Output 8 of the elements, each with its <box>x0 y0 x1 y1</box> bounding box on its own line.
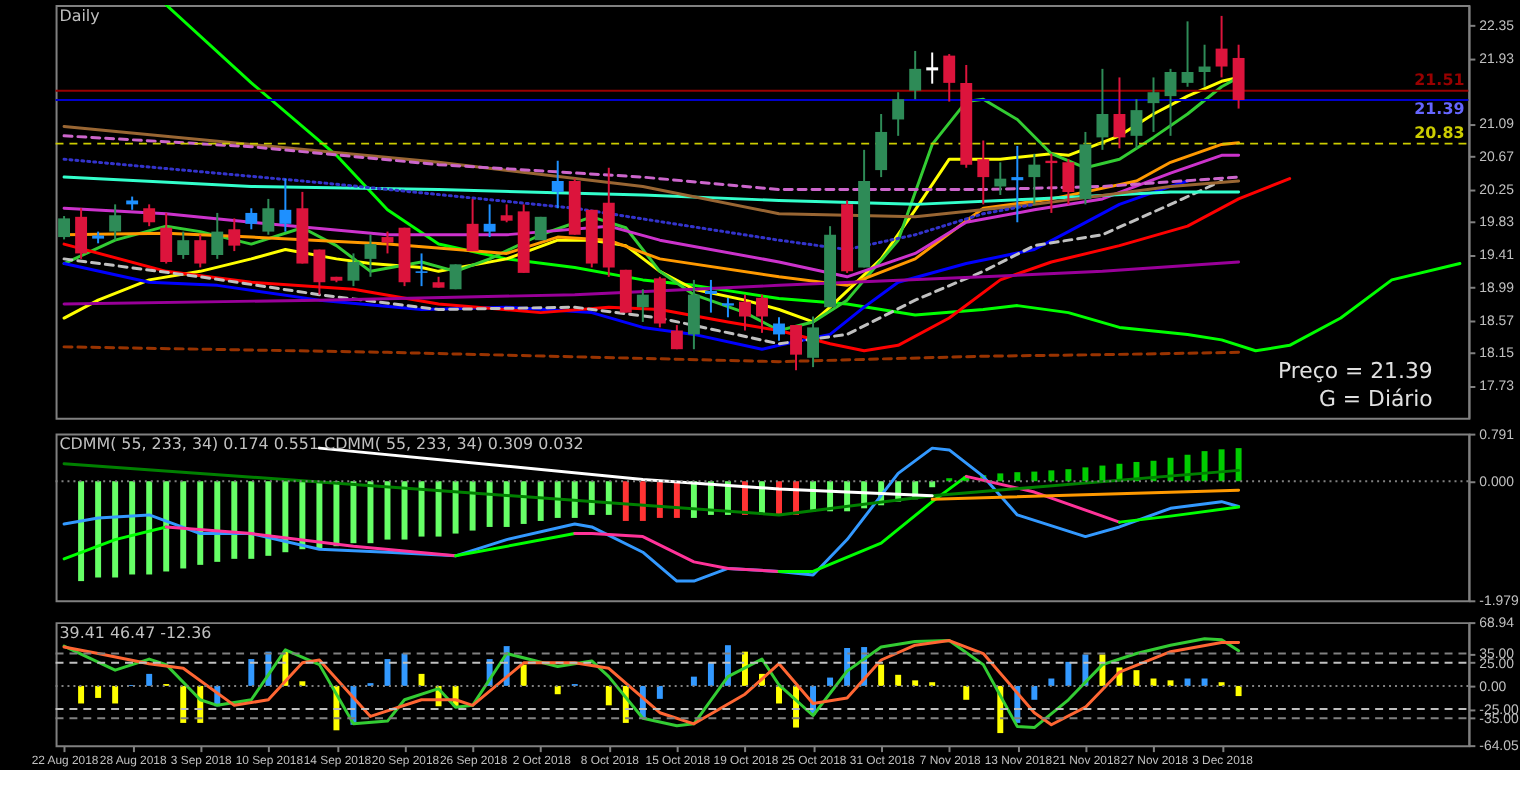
annotation: G = Diário <box>1319 385 1434 412</box>
ref-line-label: 21.39 <box>1414 99 1465 118</box>
ref-line-label: 21.51 <box>1414 70 1465 89</box>
chart-title: Daily <box>59 6 101 25</box>
ref-line-label: 20.83 <box>1414 123 1465 142</box>
chart-title: CDMM( 55, 233, 34) 0.174 0.551 CDMM( 55, 233, 34) 0.309 0.032 <box>59 435 584 454</box>
chart-title: 39.41 46.47 -12.36 <box>59 624 212 642</box>
annotation: Preço = 21.39 <box>1278 358 1433 385</box>
